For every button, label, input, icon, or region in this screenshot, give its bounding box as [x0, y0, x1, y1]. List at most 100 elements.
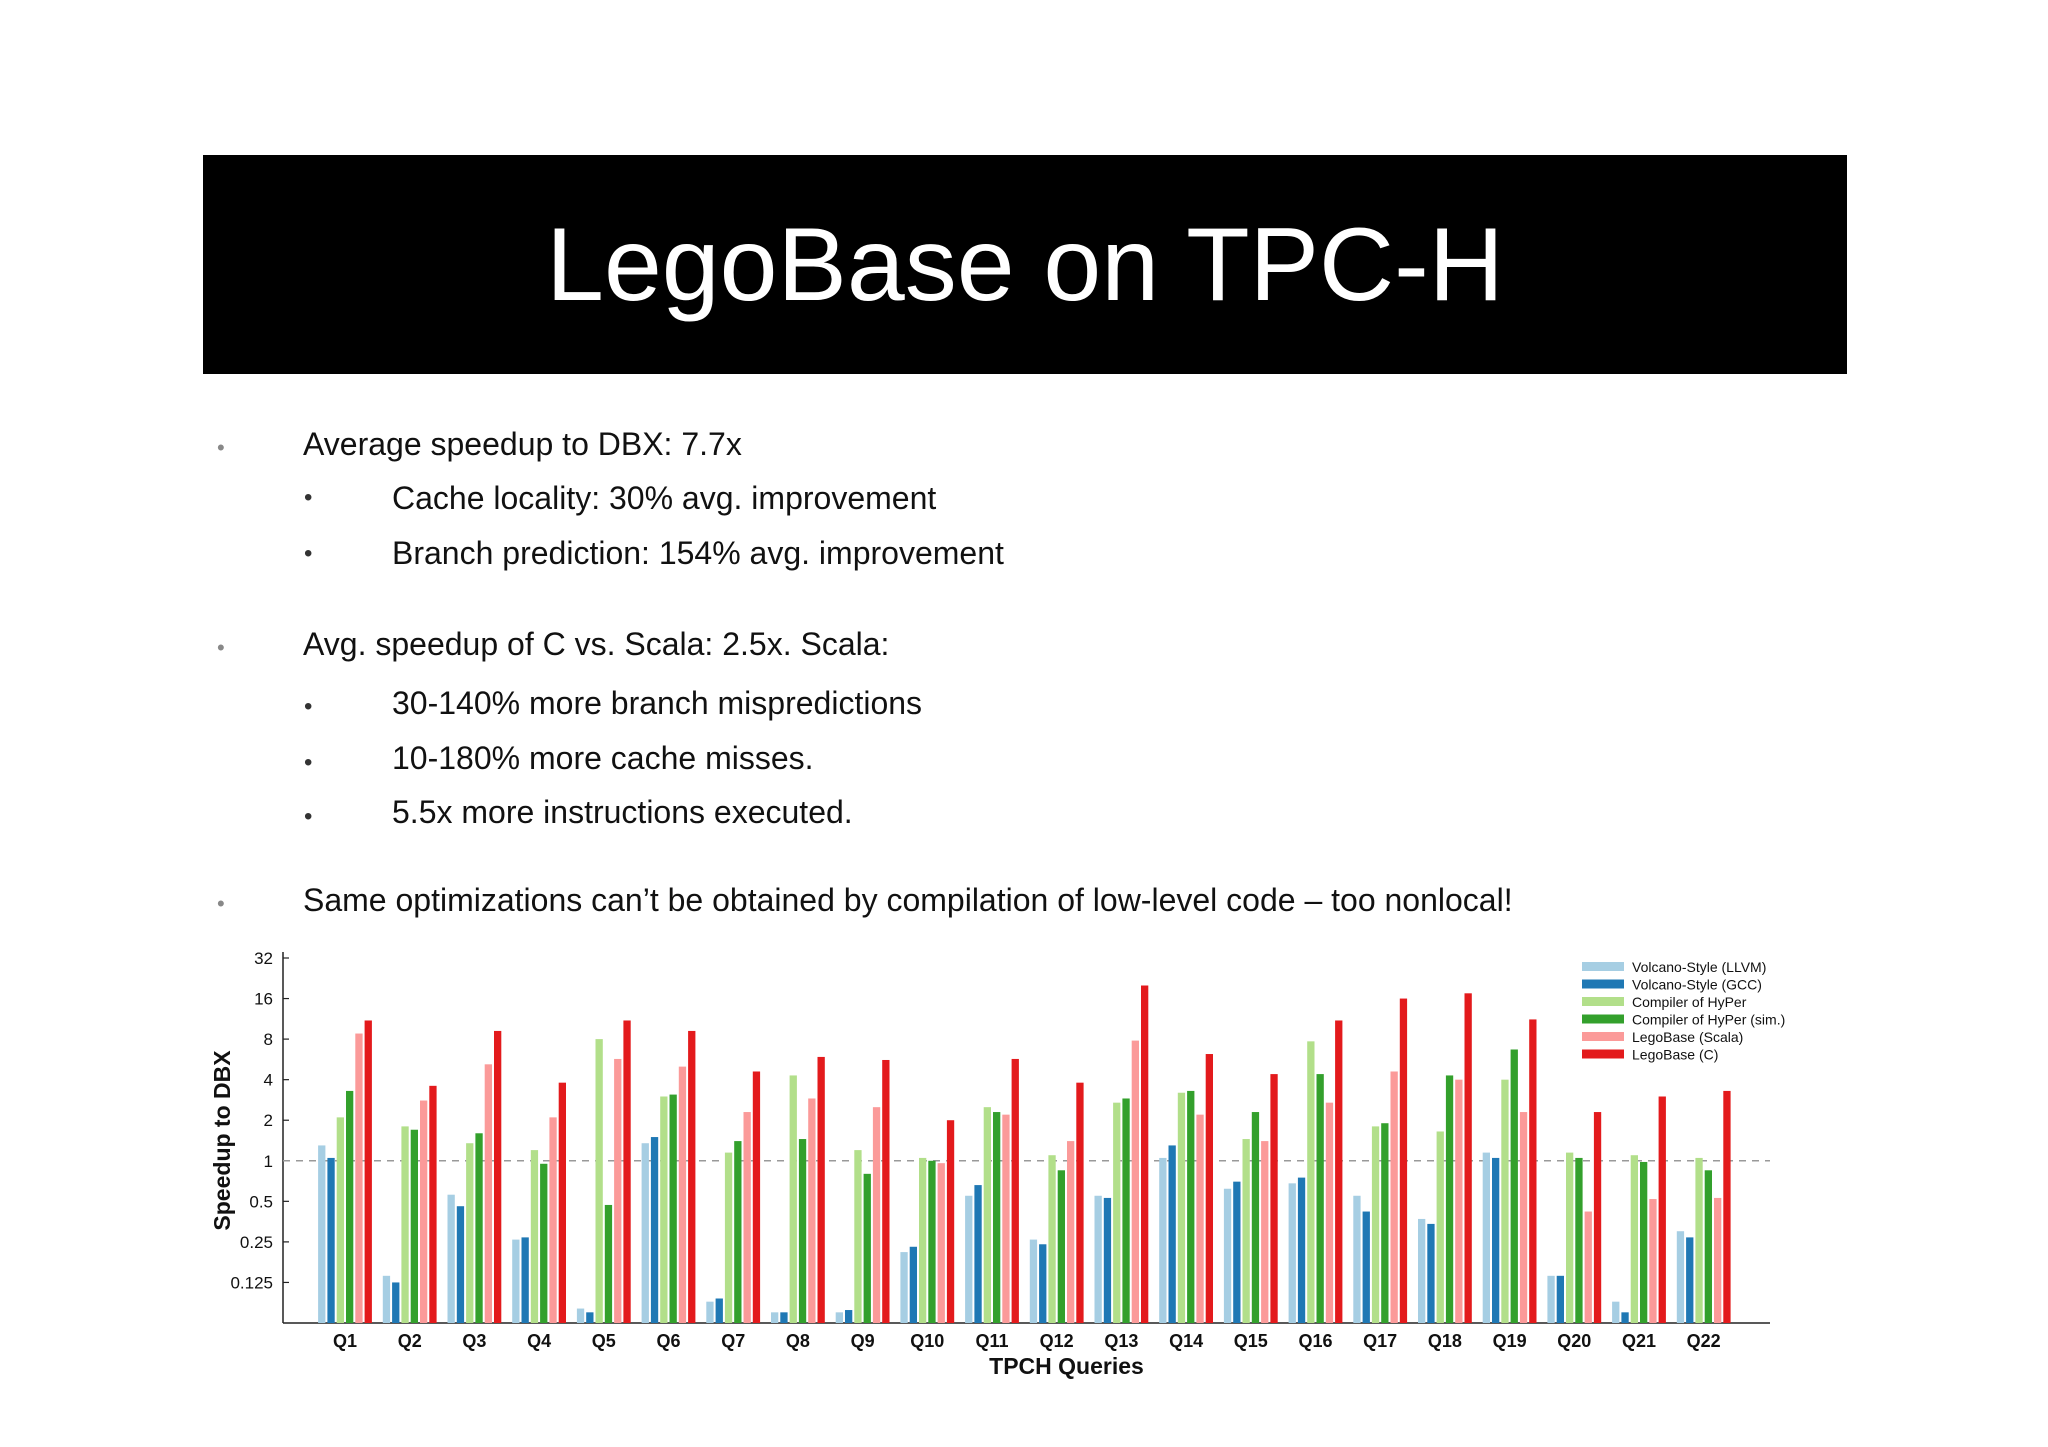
bar-Q14-6 — [1205, 1054, 1213, 1323]
bar-Q22-4 — [1704, 1170, 1712, 1323]
bar-Q1-1 — [318, 1145, 326, 1323]
bar-Q21-4 — [1640, 1161, 1648, 1323]
bar-Q11-2 — [974, 1185, 982, 1323]
bar-Q12-1 — [1029, 1239, 1038, 1323]
bar-Q17-2 — [1362, 1211, 1370, 1323]
bar-Q16-1 — [1288, 1183, 1296, 1323]
bullet-2: Avg. speedup of C vs. Scala: 2.5x. Scala… — [303, 626, 890, 662]
sub-bullet-dot: • — [304, 540, 313, 567]
bar-Q3-5 — [484, 1064, 492, 1323]
bar-Q7-5 — [743, 1112, 751, 1323]
bar-Q3-4 — [475, 1133, 483, 1323]
x-tick-label: Q14 — [1169, 1331, 1203, 1351]
bullet-dot: • — [217, 435, 225, 460]
bar-Q10-6 — [946, 1120, 955, 1323]
bar-Q14-3 — [1177, 1092, 1186, 1323]
bar-Q9-3 — [854, 1150, 862, 1323]
bar-Q19-4 — [1510, 1049, 1518, 1323]
bar-Q3-6 — [494, 1030, 502, 1323]
bar-Q19-6 — [1529, 1019, 1537, 1323]
bar-Q4-5 — [549, 1117, 557, 1323]
bar-Q1-4 — [346, 1090, 354, 1323]
bar-Q13-6 — [1141, 985, 1149, 1323]
bar-Q2-6 — [429, 1085, 437, 1323]
bullet-1: Average speedup to DBX: 7.7x — [303, 426, 742, 462]
x-tick-label: Q1 — [333, 1331, 357, 1351]
bar-Q13-1 — [1094, 1195, 1102, 1323]
slide-title: LegoBase on TPC-H — [546, 206, 1504, 323]
bar-Q2-2 — [392, 1282, 400, 1323]
bar-Q9-1 — [835, 1312, 843, 1323]
legend-entry: Compiler of HyPer (sim.) — [1632, 1012, 1785, 1028]
x-tick-label: Q2 — [398, 1331, 422, 1351]
legend-entry: Volcano-Style (GCC) — [1632, 977, 1762, 993]
y-axis-label: Speedup to DBX — [209, 1050, 235, 1231]
bar-Q18-6 — [1464, 993, 1472, 1323]
bar-Q14-4 — [1187, 1090, 1195, 1323]
bar-Q7-2 — [715, 1298, 723, 1323]
bar-Q15-3 — [1242, 1139, 1250, 1323]
bar-Q19-5 — [1519, 1112, 1528, 1323]
x-tick-label: Q7 — [721, 1331, 745, 1351]
y-tick-label: 4 — [264, 1071, 273, 1090]
bullet-list: • Average speedup to DBX: 7.7x • Cache l… — [217, 426, 1513, 916]
bar-Q13-3 — [1113, 1102, 1121, 1323]
bar-Q15-1 — [1223, 1188, 1232, 1323]
legend-swatch — [1582, 1049, 1624, 1059]
x-tick-label: Q5 — [592, 1331, 616, 1351]
bar-Q8-3 — [789, 1075, 797, 1323]
bar-Q5-5 — [614, 1058, 622, 1323]
bar-Q5-2 — [586, 1312, 594, 1323]
bar-Q12-5 — [1067, 1141, 1075, 1323]
x-axis-label: TPCH Queries — [989, 1353, 1144, 1379]
legend-entry: LegoBase (C) — [1632, 1047, 1718, 1063]
bar-Q21-6 — [1658, 1096, 1666, 1323]
bar-Q21-3 — [1630, 1155, 1638, 1323]
bar-Q22-3 — [1695, 1157, 1703, 1323]
bar-Q10-3 — [919, 1157, 927, 1323]
bar-Q9-4 — [863, 1173, 871, 1323]
bar-Q22-6 — [1723, 1090, 1731, 1323]
legend-swatch — [1582, 1014, 1624, 1024]
bar-Q14-1 — [1159, 1157, 1167, 1323]
title-bar: LegoBase on TPC-H — [203, 155, 1847, 374]
bar-Q2-4 — [410, 1129, 418, 1323]
bar-Q13-5 — [1131, 1040, 1139, 1323]
bar-Q16-5 — [1325, 1102, 1334, 1323]
bar-Q5-6 — [623, 1020, 631, 1323]
sub-bullet-dot: • — [304, 693, 313, 720]
bar-Q1-2 — [327, 1157, 335, 1323]
bar-Q6-3 — [660, 1096, 668, 1323]
bullet-dot: • — [217, 635, 225, 660]
bar-Q12-3 — [1048, 1155, 1056, 1323]
bar-Q10-1 — [900, 1252, 908, 1323]
bar-Q18-2 — [1427, 1223, 1435, 1323]
bar-Q12-4 — [1057, 1170, 1065, 1323]
bar-Q3-1 — [447, 1194, 455, 1323]
x-tick-label: Q21 — [1622, 1331, 1656, 1351]
bar-Q16-2 — [1297, 1177, 1306, 1323]
bar-Q16-4 — [1316, 1074, 1324, 1323]
bar-Q15-4 — [1251, 1112, 1260, 1323]
bar-Q14-2 — [1168, 1145, 1176, 1323]
bar-Q2-3 — [401, 1126, 409, 1323]
bar-Q8-1 — [771, 1312, 779, 1323]
sub-bullet-2-2: 10-180% more cache misses. — [392, 740, 814, 776]
x-tick-label: Q4 — [527, 1331, 551, 1351]
bar-Q2-5 — [420, 1100, 428, 1323]
bar-Q2-1 — [382, 1275, 391, 1323]
y-tick-label: 8 — [264, 1030, 273, 1049]
bar-Q11-4 — [993, 1112, 1001, 1323]
legend-swatch — [1582, 1032, 1624, 1041]
bar-Q6-1 — [641, 1143, 649, 1323]
bar-Q6-2 — [650, 1137, 659, 1323]
bar-Q11-5 — [1002, 1114, 1010, 1323]
legend-entry: LegoBase (Scala) — [1632, 1029, 1743, 1045]
bar-Q10-2 — [909, 1246, 917, 1323]
bar-Q22-5 — [1714, 1197, 1722, 1323]
bar-Q19-3 — [1501, 1079, 1509, 1323]
sub-bullet-dot: • — [304, 749, 313, 776]
bar-Q4-4 — [540, 1163, 548, 1323]
bar-Q7-4 — [734, 1141, 742, 1323]
